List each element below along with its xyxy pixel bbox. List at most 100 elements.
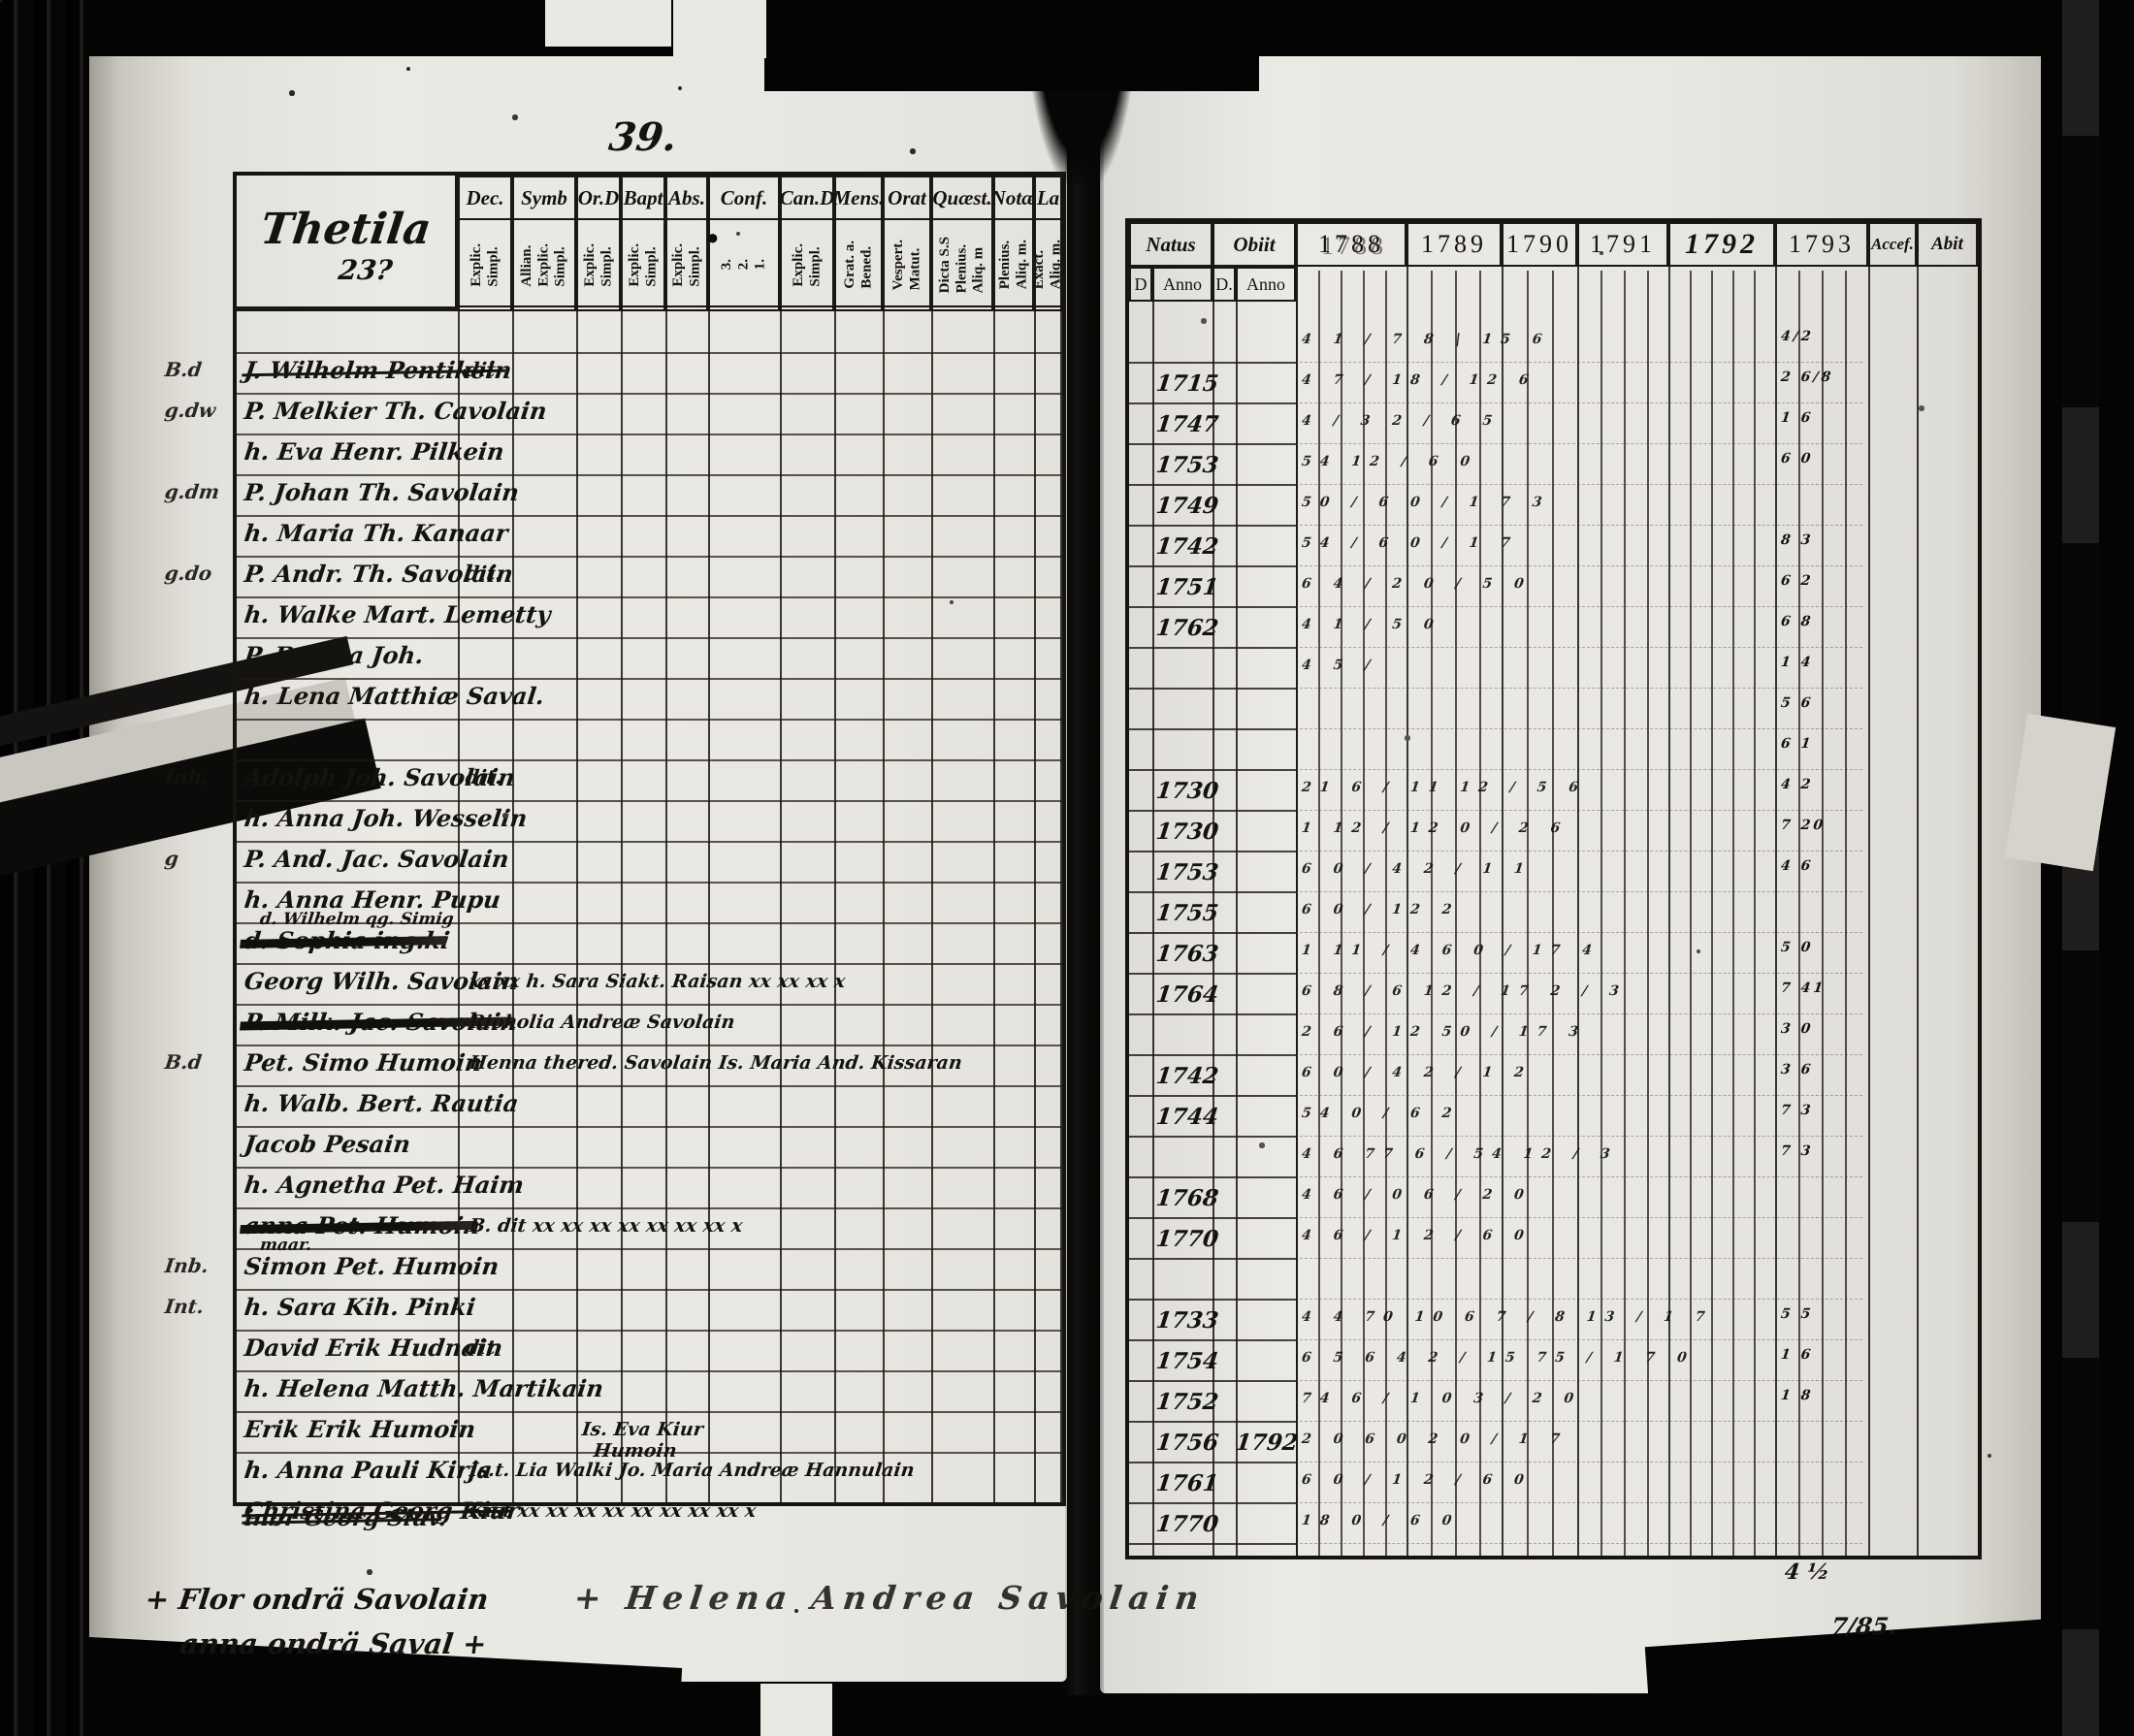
attendance-marks: 4 6 / 0 6 / 2 0 (1301, 1187, 1534, 1203)
dec-column-mark: dit. (464, 562, 504, 585)
row-rule-dashed (1300, 606, 1862, 607)
row-rule (1129, 1421, 1296, 1423)
row-rule-dashed (1300, 1299, 1862, 1300)
attendance-marks: 50 / 6 0 / 1 7 3 (1301, 495, 1552, 510)
attendance-marks-1793: 7 20 (1780, 818, 1827, 833)
attendance-marks-1793: 4/2 (1780, 329, 1815, 344)
row-rule (1129, 1054, 1296, 1056)
village-title: Thetila (257, 204, 435, 254)
row-rule-dashed (1300, 1013, 1862, 1014)
column-subheader-text: Dicta S.S Plenius. Aliq. m (937, 236, 986, 294)
column-subheader-text: Explic. Simpl. (581, 242, 614, 287)
footnote-1: + Flor ondrä Savolain (143, 1583, 491, 1616)
register-row: Inb. Simon Pet. Humoin maar. (164, 1236, 1062, 1291)
year-column-line-1792 (1668, 222, 1670, 1556)
attendance-marks: 6 8 / 6 12 / 17 2 / 3 (1301, 983, 1629, 999)
natus-year: 1747 (1154, 411, 1220, 437)
column-header-6: Can.D (780, 176, 834, 220)
column-subheader-2: Explic. Simpl. (576, 220, 621, 311)
row-rule (1129, 891, 1296, 893)
body-column-line-end (1060, 176, 1062, 1502)
column-subheader-4: Explic. Simpl. (665, 220, 708, 311)
row-rule (1129, 525, 1296, 527)
body-column-line-1 (512, 311, 514, 1502)
natus-year: 1753 (1154, 859, 1220, 885)
row-rule-dashed (1300, 443, 1862, 444)
row-rule-dashed (1300, 647, 1862, 648)
footnote-3: + Helena Andrea Savolain (571, 1579, 1208, 1617)
name-entry: d. Sophia ing.ki (242, 926, 452, 954)
row-rule-dashed (1300, 1217, 1862, 1218)
attendance-marks: 4 4 70 10 6 7 / 8 13 / 1 7 (1301, 1309, 1715, 1325)
register-row: h. Walb. Bert. Rautia (237, 1085, 1062, 1128)
natus-d-subheader: D (1129, 267, 1152, 302)
name-entry: h. Maria Th. Kanaar (242, 519, 510, 547)
film-sprocket-hole (545, 0, 671, 47)
attendance-marks: 21 6 / 11 12 / 5 6 (1301, 780, 1588, 795)
attendance-marks: 4 1 / 7 8 | 15 6 (1301, 332, 1552, 347)
body-column-line-0 (458, 311, 460, 1502)
attendance-marks: 18 0 / 6 0 (1301, 1513, 1462, 1528)
row-overlay-note: Riokolia Andreæ Savolain (468, 1012, 736, 1033)
register-row: h. Agnetha Pet. Haim (237, 1167, 1062, 1209)
attendance-marks: 6 0 / 4 2 / 1 2 (1301, 1065, 1534, 1080)
register-row: B.d J. Wilhelm Pentikein dit. (164, 352, 1062, 395)
attendance-marks: 2 6 / 12 50 / 17 3 (1301, 1024, 1588, 1040)
attendance-marks: 54 12 / 6 0 (1301, 454, 1480, 469)
row-rule (1129, 1543, 1296, 1545)
column-header-3: Bapt (621, 176, 665, 220)
column-subheader-3: Explic. Simpl. (621, 220, 665, 311)
register-row: h. Walke Mart. Lemetty (237, 596, 1062, 639)
register-row (237, 719, 1062, 761)
row-rule (1129, 973, 1296, 975)
record-row: 1715 4 7 / 18 / 12 6 2 6/8 (1129, 364, 1978, 404)
record-row: 1770 4 6 / 1 2 / 6 0 (1129, 1219, 1978, 1260)
attendance-marks: 4 / 3 2 / 6 5 (1301, 413, 1503, 429)
page-number: 39. (606, 114, 680, 160)
year-header-1790: 1790 (1502, 222, 1577, 267)
row-overlay-note: Is.t. Lia Walki Jo. Maria Andreæ Hannula… (468, 1460, 916, 1481)
right-register-table: Natus Obiit D Anno D. Anno 1788 1789 1790 1791 179… (1125, 218, 1982, 1559)
column-header-8: Orat (883, 176, 931, 220)
body-column-line-4 (665, 311, 667, 1502)
attendance-marks-1793: 6 8 (1780, 614, 1815, 629)
body-column-line-5 (708, 311, 710, 1502)
register-row: h. Anna Joh. Wesselin (237, 800, 1062, 843)
record-row: 4 1 / 7 8 | 15 6 4/2 (1129, 323, 1978, 364)
film-frame-gap-bottom (760, 1684, 832, 1736)
row-rule-dashed (1300, 728, 1862, 729)
row-rule (1129, 484, 1296, 486)
column-header-2: Or.D (576, 176, 621, 220)
column-subheader-7: Grat. a. Bened. (834, 220, 883, 311)
column-subheader-text: Allian. Explic. Simpl. (519, 242, 568, 287)
year-header-1789: 1789 (1406, 222, 1502, 267)
natus-year: 1715 (1154, 370, 1220, 397)
header-bottom-rule (458, 305, 1062, 311)
natus-year: 1730 (1154, 778, 1220, 804)
natus-anno-subheader: Anno (1152, 267, 1212, 302)
row-rule (1129, 402, 1296, 404)
column-subheader-text: Plenius. Aliq. m. (996, 240, 1029, 290)
column-header-5: Conf. (708, 176, 780, 220)
attendance-marks: 4 1 / 5 0 (1301, 617, 1443, 632)
year-subcolumns-1792 (1670, 271, 1775, 1556)
corner-mark-2: 7/85. (1829, 1612, 1898, 1640)
record-row: 1770 18 0 / 6 0 (1129, 1504, 1978, 1545)
film-frame-gap-top (673, 0, 766, 58)
natus-year: 1742 (1154, 1063, 1220, 1089)
row-overlay-note: Is. Eva Kiur (580, 1419, 705, 1440)
year-header-1793: 1793 (1775, 222, 1868, 267)
attendance-marks: 2 0 6 0 2 0 / 1 7 (1301, 1431, 1570, 1447)
name-entry: Jacob Pesain (242, 1130, 412, 1158)
natus-year: 1763 (1154, 941, 1220, 967)
name-entry: h. Anna Joh. Wesselin (242, 804, 530, 832)
row-rule-dashed (1300, 484, 1862, 485)
body-column-line-6 (780, 311, 782, 1502)
row-rule-dashed (1300, 565, 1862, 566)
attendance-marks-1793: 5 6 (1780, 695, 1815, 711)
body-column-line-8 (883, 311, 885, 1502)
margin-note: g (163, 847, 180, 870)
natus-year: 1762 (1154, 615, 1220, 641)
column-subheader-1: Allian. Explic. Simpl. (512, 220, 576, 311)
row-rule-dashed (1300, 891, 1862, 892)
